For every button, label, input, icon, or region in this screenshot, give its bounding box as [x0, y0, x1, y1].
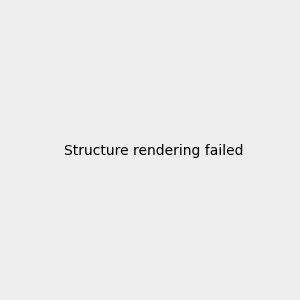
Text: Structure rendering failed: Structure rendering failed [64, 145, 244, 158]
